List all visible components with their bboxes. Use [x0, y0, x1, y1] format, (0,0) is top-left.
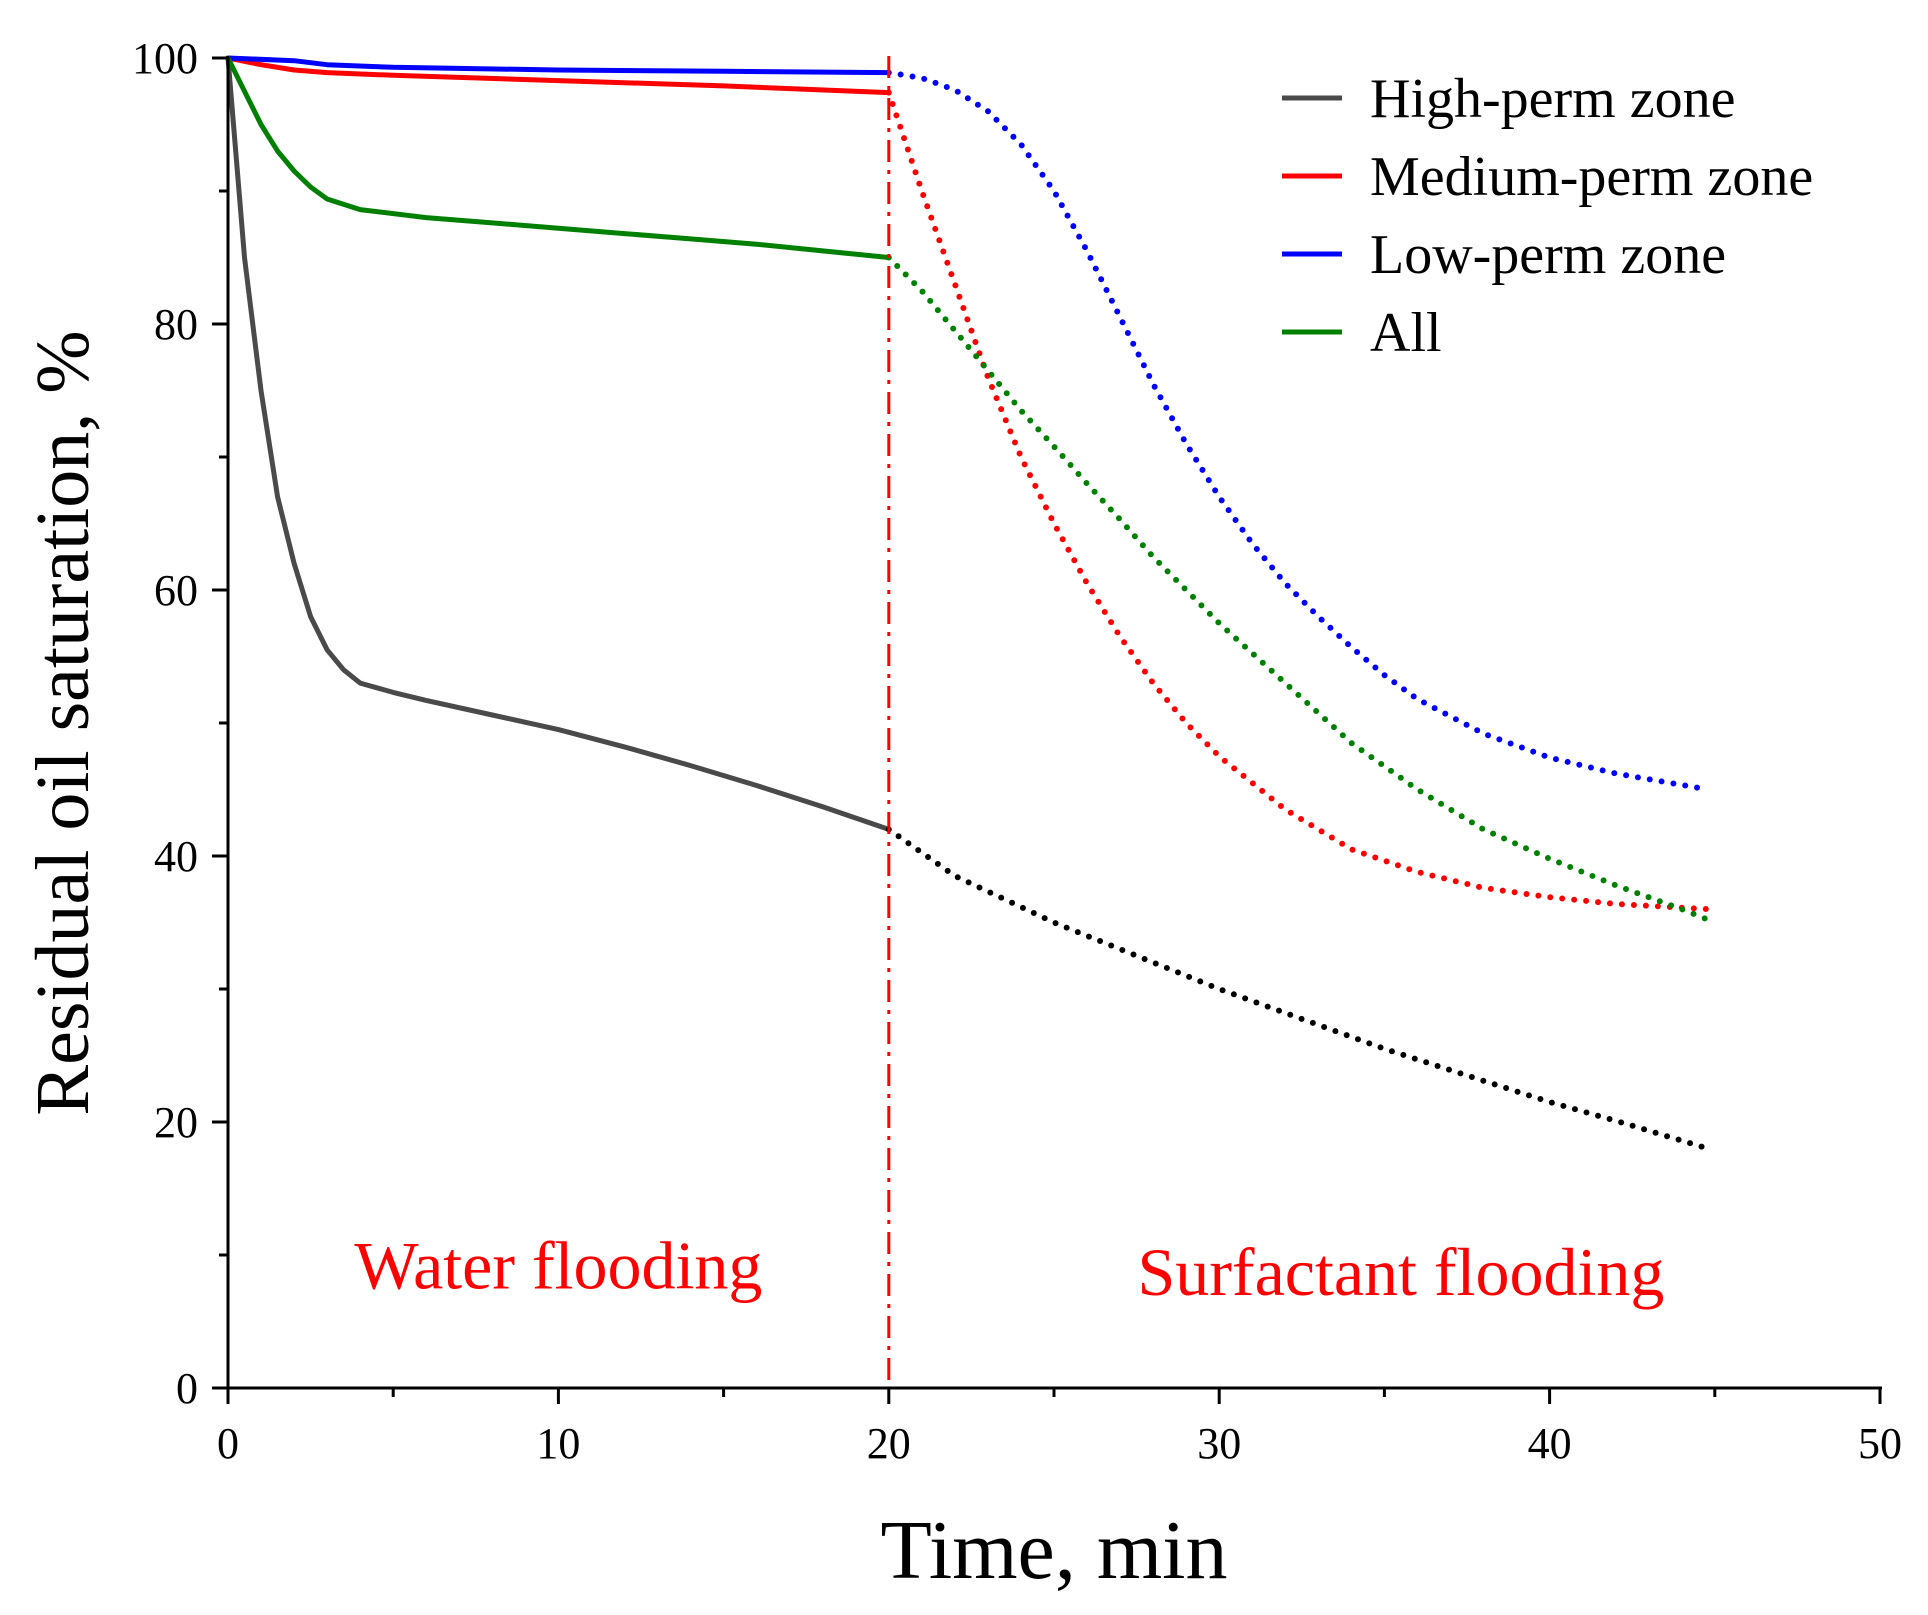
x-axis-title: Time, min	[881, 1504, 1228, 1597]
y-tick-label: 40	[154, 832, 198, 881]
x-tick-label: 50	[1858, 1419, 1902, 1468]
series-line-high-perm-zone-surfactant-flooding	[885, 826, 1712, 1152]
y-tick-label: 100	[132, 34, 198, 83]
legend: High-perm zone Medium-perm zone Low-perm…	[1282, 68, 1813, 364]
legend-label-all: All	[1370, 302, 1442, 364]
y-axis-title: Residual oil saturation, %	[21, 330, 105, 1115]
y-tick-label: 60	[154, 566, 198, 615]
x-tick-label: 20	[867, 1419, 911, 1468]
x-tick-label: 40	[1528, 1419, 1572, 1468]
legend-label-medium-perm-zone: Medium-perm zone	[1370, 146, 1813, 208]
legend-label-high-perm-zone: High-perm zone	[1370, 68, 1735, 130]
ticks: 0 10 20 30 40 50 0 20 40 60 80 100	[132, 34, 1902, 1468]
annotation-water-flooding: Water flooding	[354, 1227, 762, 1303]
series-line-low-perm-zone-water-flooding	[225, 55, 892, 76]
x-tick-label: 0	[217, 1419, 239, 1468]
legend-label-low-perm-zone: Low-perm zone	[1370, 224, 1726, 286]
y-tick-label: 20	[154, 1098, 198, 1147]
annotation-surfactant-flooding: Surfactant flooding	[1137, 1234, 1664, 1310]
series-line-all-surfactant-flooding	[885, 254, 1718, 926]
series-line-medium-perm-zone-surfactant-flooding	[885, 89, 1712, 913]
x-tick-label: 30	[1197, 1419, 1241, 1468]
series-line-all-water-flooding	[225, 55, 892, 260]
series-line-medium-perm-zone-water-flooding	[225, 55, 892, 96]
y-tick-label: 80	[154, 300, 198, 349]
plot-lines	[225, 55, 1718, 1152]
x-tick-label: 10	[536, 1419, 580, 1468]
series-line-high-perm-zone-water-flooding	[225, 55, 892, 832]
y-tick-label: 0	[176, 1364, 198, 1413]
